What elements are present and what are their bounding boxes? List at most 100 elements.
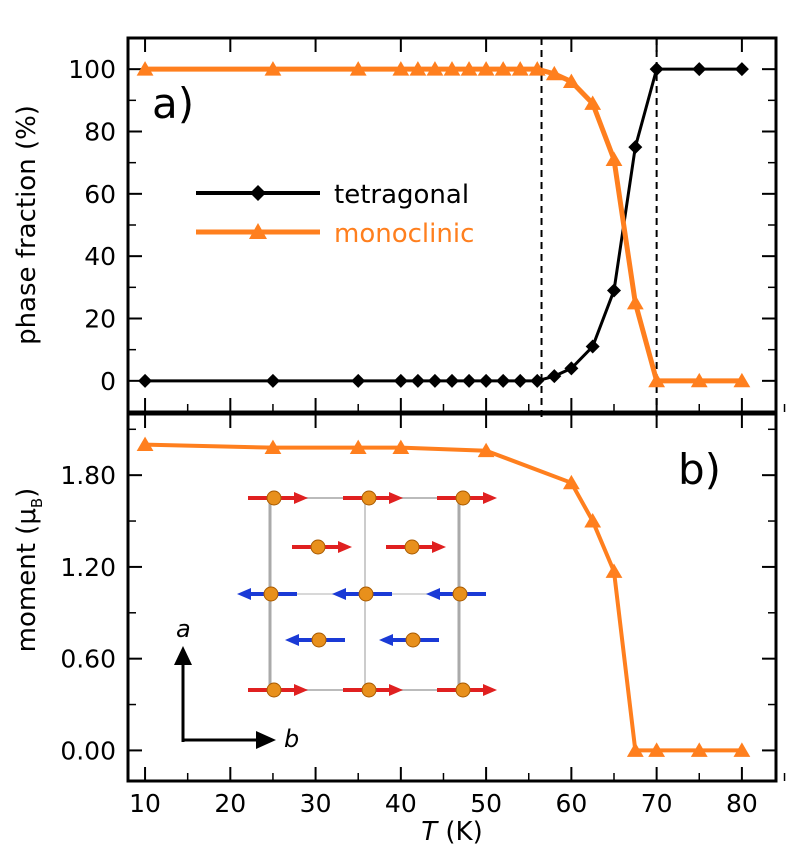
point-monoclinic — [545, 65, 563, 81]
point-monoclinic — [392, 61, 410, 76]
point-tetragonal — [564, 361, 579, 376]
xtick-label: 70 — [641, 789, 673, 818]
spin-arrowhead — [379, 634, 393, 646]
legend-tetragonal-marker — [250, 185, 266, 201]
moment-point — [690, 742, 708, 757]
moment-point — [477, 442, 495, 458]
point-monoclinic — [648, 372, 666, 388]
y-label-main: moment (μ — [12, 508, 42, 652]
spin-arrowhead — [483, 492, 497, 504]
point-tetragonal — [649, 62, 664, 77]
point-tetragonal — [530, 373, 545, 388]
xtick-label: 20 — [214, 789, 246, 818]
panel-b-series — [136, 436, 751, 757]
point-tetragonal — [265, 373, 280, 388]
spin-arrowhead — [332, 588, 346, 600]
a-axis-label: a — [176, 615, 191, 643]
point-tetragonal — [393, 373, 408, 388]
point-monoclinic — [528, 61, 546, 76]
panel-b-y-axis-label: moment (μB) — [12, 488, 46, 653]
spin-arrowhead — [338, 541, 352, 553]
point-monoclinic — [511, 61, 529, 76]
panel-b: 0.00 0.60 1.20 1.80 10 20 30 40 50 60 70 80 b) mome… — [12, 412, 786, 847]
point-tetragonal — [351, 373, 366, 388]
moment-line — [145, 442, 742, 753]
xtick-label: 60 — [555, 789, 587, 818]
inset-structure: a b — [174, 490, 497, 753]
point-tetragonal — [734, 62, 749, 77]
point-tetragonal — [585, 339, 600, 354]
moment-point — [136, 436, 154, 451]
spin-arrowhead — [294, 684, 308, 696]
a-ytick-label: 100 — [68, 55, 116, 84]
a-ytick-label: 20 — [84, 305, 116, 334]
point-tetragonal — [462, 373, 477, 388]
a-axis-arrowhead — [174, 646, 192, 665]
moment-point — [605, 563, 623, 578]
legend-monoclinic-marker — [249, 223, 267, 239]
inset-spin-arrows — [237, 490, 497, 698]
a-ytick-label: 0 — [100, 367, 116, 396]
panel-a-label: a) — [152, 79, 194, 128]
moment-point — [562, 474, 580, 490]
spin-arrowhead — [294, 492, 308, 504]
point-monoclinic — [605, 151, 623, 166]
x-axis-label: T (K) — [421, 817, 483, 847]
legend-tetragonal-label: tetragonal — [334, 180, 469, 210]
panel-a: 0 20 40 60 80 100 a) phase fraction (%) tetra… — [12, 36, 786, 420]
atom — [311, 632, 327, 648]
point-monoclinic — [733, 372, 751, 388]
point-tetragonal — [628, 140, 643, 155]
xtick-label: 40 — [385, 789, 417, 818]
spin-arrowhead — [389, 684, 403, 696]
moment-point — [392, 439, 410, 455]
point-tetragonal — [547, 369, 562, 384]
moment-point — [626, 742, 644, 757]
atom — [266, 490, 282, 506]
b-ytick-label: 0.60 — [60, 645, 116, 674]
point-tetragonal — [692, 62, 707, 77]
xtick-label: 10 — [129, 789, 161, 818]
b-ytick-label: 1.20 — [60, 553, 116, 582]
point-monoclinic — [349, 61, 367, 76]
moment-point — [733, 742, 751, 757]
panel-a-y-ticks: 0 20 40 60 80 100 — [68, 38, 786, 412]
b-ytick-label: 1.80 — [60, 461, 116, 490]
x-label-var: T — [421, 817, 439, 847]
spin-arrowhead — [285, 634, 299, 646]
point-tetragonal — [445, 373, 459, 388]
point-tetragonal — [607, 283, 621, 298]
atom — [263, 586, 279, 602]
point-tetragonal — [513, 373, 528, 388]
spin-arrowhead — [432, 541, 446, 553]
point-monoclinic — [690, 372, 708, 388]
panel-b-label: b) — [678, 445, 721, 494]
atom — [358, 586, 374, 602]
atom — [361, 682, 377, 698]
atom — [404, 539, 420, 555]
point-monoclinic — [626, 294, 644, 310]
xtick-label: 30 — [300, 789, 332, 818]
x-label-unit: (K) — [437, 817, 483, 847]
b-ytick-label: 0.00 — [60, 736, 116, 765]
a-ytick-label: 60 — [84, 180, 116, 209]
moment-point — [584, 513, 602, 528]
point-monoclinic — [443, 61, 461, 76]
y-label-sub: B — [28, 498, 46, 508]
point-tetragonal — [479, 373, 494, 388]
a-ytick-label: 40 — [84, 242, 116, 271]
atom — [266, 682, 282, 698]
atom — [310, 539, 326, 555]
moment-point — [264, 439, 282, 455]
panel-a-series — [136, 61, 751, 388]
point-monoclinic — [426, 61, 444, 76]
moment-point — [349, 439, 367, 455]
point-monoclinic — [477, 61, 495, 76]
atom — [405, 632, 421, 648]
point-monoclinic — [136, 61, 154, 76]
xtick-label: 80 — [726, 789, 758, 818]
spin-arrowhead — [389, 492, 403, 504]
point-monoclinic — [460, 61, 478, 76]
spin-arrowhead — [483, 684, 497, 696]
